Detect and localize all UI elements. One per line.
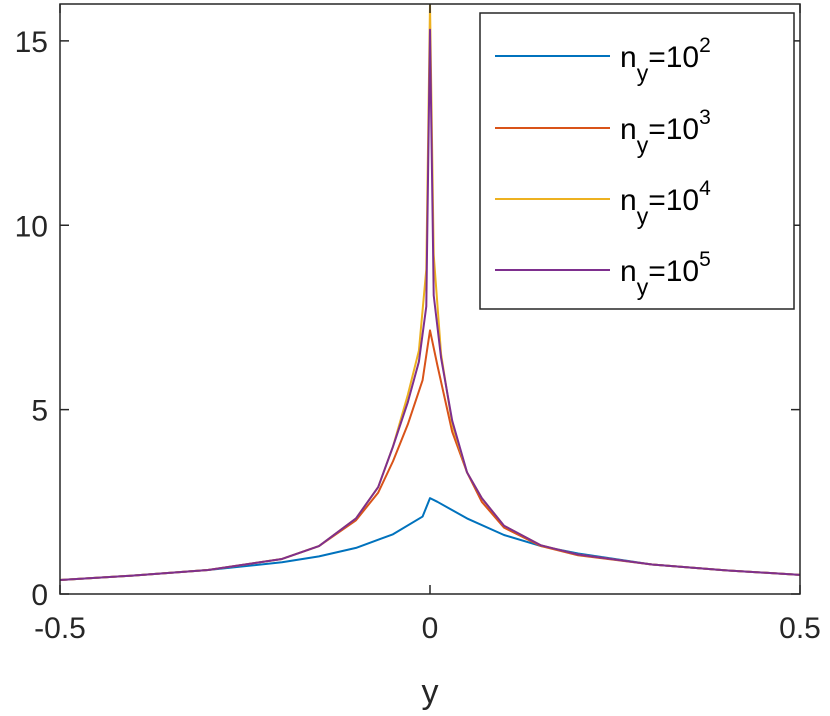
legend-entry-label: ny=104 [620,177,711,229]
y-tick-label: 5 [31,395,48,428]
y-tick-label: 10 [15,210,48,243]
legend-entry-label: ny=102 [620,34,711,86]
legend-entry-label: ny=103 [620,106,711,158]
legend-entry-label: ny=105 [620,248,711,300]
series-lines [60,4,800,581]
legend: ny=102 ny=103 ny=104 ny=105 [479,12,795,310]
legend-box [479,12,795,310]
y-tick-label: 0 [31,579,48,612]
x-axis-label: y [422,673,439,711]
series-line-4 [60,28,800,581]
x-tick-label: 0 [422,612,439,645]
series-line-2 [60,329,800,581]
y-tick-label: 15 [15,26,48,59]
x-tick-label: 0.5 [779,612,821,645]
axis-ticks [59,4,801,595]
x-tick-label: -0.5 [34,612,86,645]
